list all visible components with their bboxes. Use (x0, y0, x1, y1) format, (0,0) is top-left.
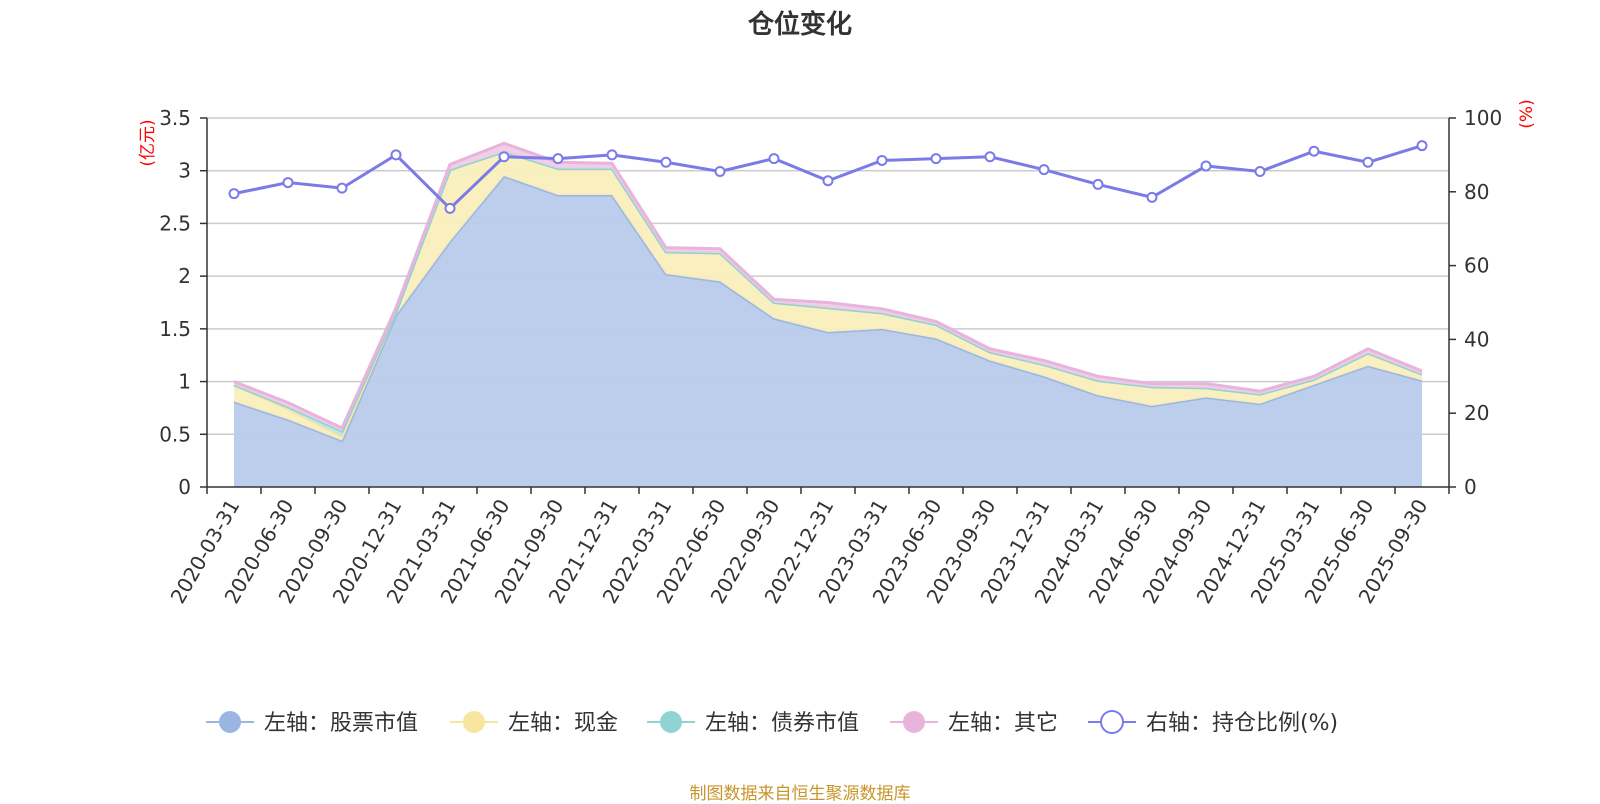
left-tick-label: 3.5 (159, 106, 191, 130)
legend-label: 左轴：股票市值 (264, 711, 418, 736)
ratio-point (498, 151, 510, 163)
left-tick-label: 1 (178, 370, 191, 394)
ratio-point (822, 175, 834, 187)
ratio-point (444, 202, 456, 214)
ratio-point (1254, 166, 1266, 177)
ratio-point (768, 153, 780, 165)
ratio-point (228, 188, 240, 200)
left-tick-label: 2 (178, 264, 191, 288)
ratio-point (282, 177, 294, 189)
area-edge-line (233, 141, 1423, 430)
left-tick-label: 2.5 (159, 211, 191, 235)
ratio-point (930, 153, 942, 165)
left-tick-label: 1.5 (159, 317, 191, 341)
ratio-point (660, 156, 672, 168)
left-tick-label: 3 (178, 159, 191, 183)
ratio-point (1416, 140, 1428, 152)
ratio-point (336, 182, 348, 194)
left-tick-label: 0.5 (159, 422, 191, 446)
left-axis-unit: (亿元) (138, 119, 158, 166)
ratio-point (390, 149, 402, 161)
ratio-point (876, 154, 888, 166)
legend-label: 左轴：债券市值 (705, 711, 859, 736)
legend: 左轴：股票市值 左轴：现金 左轴：债券市值 左轴：其它 右轴：持仓比例(%) (206, 710, 1338, 736)
legend-marker (1100, 710, 1124, 734)
area-fill (234, 175, 1422, 488)
ratio-point (552, 153, 564, 165)
source-note: 制图数据来自恒生聚源数据库 (689, 784, 911, 804)
ratio-point (1038, 164, 1050, 176)
legend-marker (660, 711, 682, 733)
ratio-point (1362, 156, 1374, 168)
legend-marker (463, 711, 485, 733)
legend-marker (903, 711, 925, 733)
ratio-point (1092, 178, 1104, 190)
ratio-point (714, 166, 726, 177)
ratio-point (1146, 191, 1158, 203)
right-tick-label: 40 (1464, 327, 1489, 351)
right-axis-unit: (%) (1517, 99, 1537, 128)
ratio-point (1200, 160, 1212, 172)
ratio-point (1308, 145, 1320, 157)
right-tick-label: 100 (1464, 106, 1502, 130)
legend-label: 左轴：其它 (948, 711, 1058, 736)
ratio-point (606, 149, 618, 161)
right-tick-label: 0 (1464, 475, 1477, 499)
right-tick-label: 80 (1464, 180, 1489, 204)
line-series (228, 140, 1428, 214)
legend-marker (219, 711, 241, 733)
right-tick-label: 20 (1464, 401, 1489, 425)
legend-label: 左轴：现金 (508, 711, 618, 736)
right-tick-label: 60 (1464, 254, 1489, 278)
chart-title: 仓位变化 (747, 10, 852, 40)
ratio-point (984, 151, 996, 163)
left-tick-label: 0 (178, 475, 191, 499)
legend-label: 右轴：持仓比例(%) (1146, 711, 1338, 736)
area-series (233, 141, 1423, 488)
